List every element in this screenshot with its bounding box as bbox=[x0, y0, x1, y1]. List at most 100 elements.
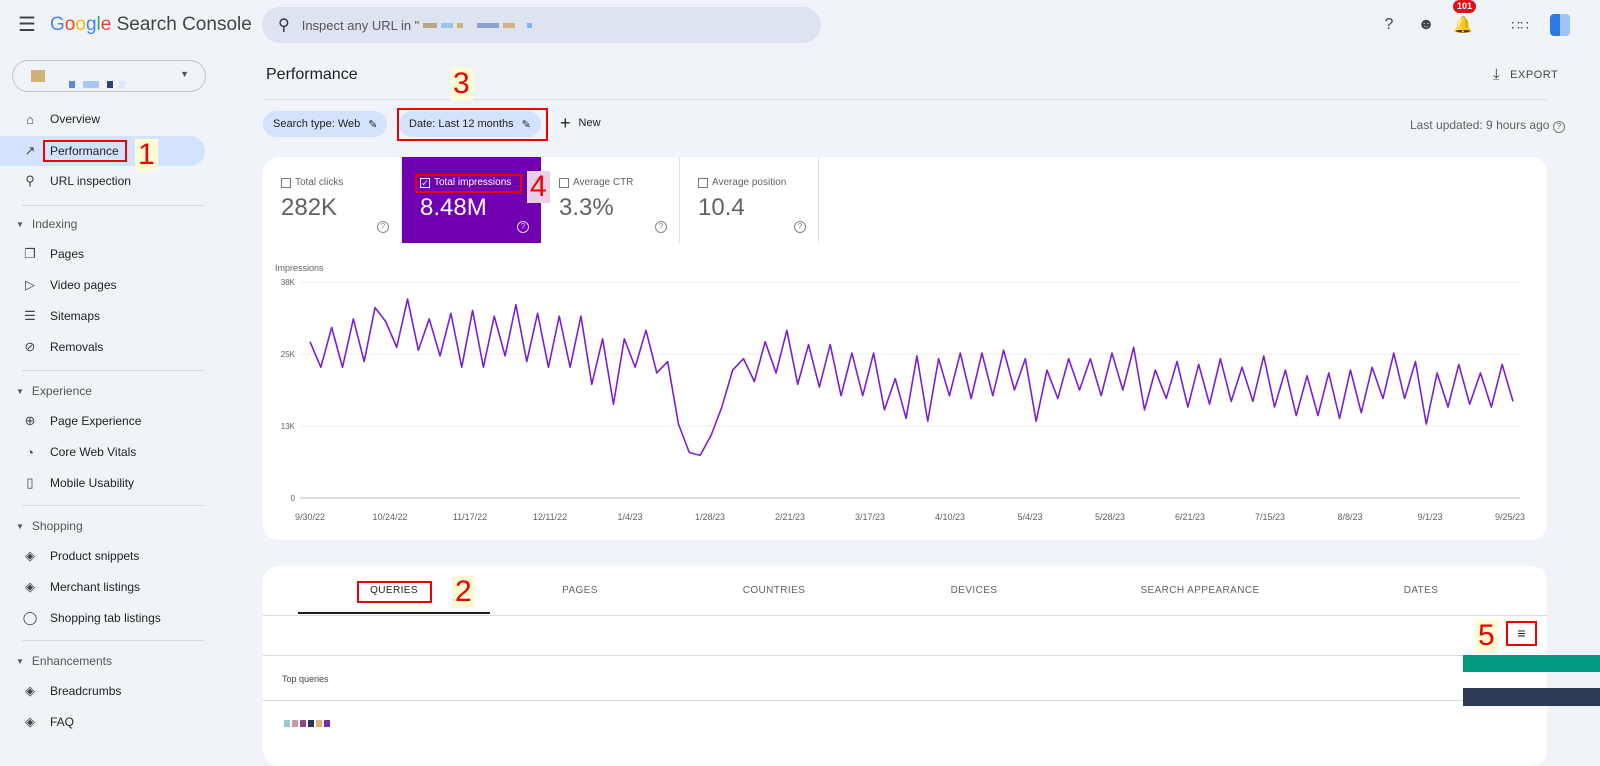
chevron-down-icon: ▼ bbox=[180, 69, 189, 79]
nav-label: Removals bbox=[50, 340, 104, 354]
tab-countries[interactable]: COUNTRIES bbox=[742, 585, 806, 596]
user-settings-icon[interactable]: ☻ bbox=[1417, 16, 1435, 33]
apps-grid-icon[interactable]: ∷∷ bbox=[1511, 17, 1529, 33]
x-tick-label: 9/25/23 bbox=[1495, 512, 1525, 522]
filter-rows-button[interactable]: ≡ bbox=[1506, 621, 1537, 646]
tab-queries[interactable]: QUERIES bbox=[370, 585, 418, 596]
table-row[interactable] bbox=[284, 714, 332, 732]
y-tick-label: 25K bbox=[281, 350, 296, 359]
x-tick-label: 1/28/23 bbox=[695, 512, 725, 522]
section-indexing[interactable]: ▼ Indexing bbox=[16, 217, 77, 231]
date-filter[interactable]: Date: Last 12 months ✎ bbox=[399, 111, 541, 137]
x-tick-label: 12/11/22 bbox=[533, 512, 567, 522]
sidebar-item-faq[interactable]: ◈ FAQ bbox=[0, 707, 205, 737]
x-tick-label: 4/10/23 bbox=[935, 512, 965, 522]
sidebar-item-core-web-vitals[interactable]: ◔ Core Web Vitals bbox=[0, 437, 205, 467]
sidebar-item-product-snippets[interactable]: ◈ Product snippets bbox=[0, 541, 205, 571]
sidebar-item-shopping-tab-listings[interactable]: ◯ Shopping tab listings bbox=[0, 603, 205, 633]
checkbox[interactable] bbox=[281, 177, 291, 188]
annotation-box-3 bbox=[397, 108, 548, 141]
metric-tile-total-impressions[interactable]: ✓ Total impressions 8.48M? bbox=[402, 157, 541, 243]
caret-down-icon: ▼ bbox=[16, 521, 24, 531]
plus-icon: + bbox=[560, 113, 571, 133]
x-tick-label: 3/17/23 bbox=[855, 512, 885, 522]
annotation-5: 5 bbox=[1475, 620, 1498, 652]
section-experience[interactable]: ▼ Experience bbox=[16, 384, 92, 398]
main-menu-icon[interactable]: ☰ bbox=[18, 14, 36, 36]
metric-label: Total clicks bbox=[281, 177, 343, 188]
url-inspect-search[interactable]: ⚲ Inspect any URL in " bbox=[262, 7, 821, 43]
sidebar-item-breadcrumbs[interactable]: ◈ Breadcrumbs bbox=[0, 676, 205, 706]
metric-tile-total-clicks[interactable]: Total clicks 282K? bbox=[263, 157, 402, 243]
export-button[interactable]: ⤓ EXPORT bbox=[1493, 66, 1558, 83]
caret-down-icon: ▼ bbox=[16, 386, 24, 396]
help-icon[interactable]: ? bbox=[655, 221, 667, 233]
impressions-chart[interactable]: Impressions 0 13K 25K 38K 9/30/22 10/24/22 11/1… bbox=[263, 255, 1547, 530]
tab-devices[interactable]: DEVICES bbox=[950, 585, 998, 596]
caret-down-icon: ▼ bbox=[16, 656, 24, 666]
help-icon[interactable]: ? bbox=[377, 221, 389, 233]
nav-label: Core Web Vitals bbox=[50, 445, 137, 459]
checkbox[interactable]: ✓ bbox=[420, 177, 430, 188]
search-icon: ⚲ bbox=[25, 173, 35, 188]
section-enhancements[interactable]: ▼ Enhancements bbox=[16, 654, 112, 668]
property-selector[interactable]: ▼ bbox=[12, 60, 206, 92]
section-shopping[interactable]: ▼ Shopping bbox=[16, 519, 83, 533]
sidebar-item-sitemaps[interactable]: ☰ Sitemaps bbox=[0, 301, 205, 331]
sidebar-item-url-inspection[interactable]: ⚲ URL inspection bbox=[0, 166, 205, 196]
metric-label-text: Total impressions bbox=[434, 177, 512, 188]
metric-tile-average-position[interactable]: Average position 10.4? bbox=[680, 157, 819, 243]
notification-badge: 101 bbox=[1453, 0, 1477, 13]
sidebar-item-merchant-listings[interactable]: ◈ Merchant listings bbox=[0, 572, 205, 602]
nav-label: URL inspection bbox=[50, 174, 131, 188]
divider bbox=[263, 99, 1547, 100]
page-title: Performance bbox=[266, 66, 358, 83]
section-label: Experience bbox=[31, 384, 92, 398]
divider bbox=[22, 370, 205, 371]
app-logo[interactable]: Google Search Console bbox=[50, 14, 252, 36]
new-filter-button[interactable]: + New bbox=[560, 113, 601, 133]
tab-dates[interactable]: DATES bbox=[1403, 585, 1439, 596]
help-icon[interactable]: ? bbox=[794, 221, 806, 233]
avatar[interactable] bbox=[1550, 14, 1570, 36]
nav-label: Product snippets bbox=[50, 549, 140, 563]
google-wordmark: Google bbox=[50, 14, 112, 35]
edit-icon: ✎ bbox=[368, 118, 378, 131]
filter-icon: ≡ bbox=[1517, 625, 1526, 641]
sidebar-item-page-experience[interactable]: ⊕ Page Experience bbox=[0, 406, 205, 436]
last-updated-text: Last updated: 9 hours ago bbox=[1410, 118, 1550, 132]
nav-label: Shopping tab listings bbox=[50, 611, 161, 625]
metric-label-text: Total clicks bbox=[295, 177, 344, 188]
divider bbox=[22, 205, 205, 206]
search-type-filter[interactable]: Search type: Web ✎ bbox=[263, 111, 388, 137]
x-tick-label: 5/28/23 bbox=[1095, 512, 1125, 522]
divider bbox=[263, 655, 1547, 656]
metric-label: ✓ Total impressions bbox=[420, 177, 511, 188]
metric-label-text: Average position bbox=[712, 177, 787, 188]
x-tick-label: 1/4/23 bbox=[617, 512, 642, 522]
checkbox[interactable] bbox=[559, 177, 569, 188]
sidebar-item-pages[interactable]: ❐ Pages bbox=[0, 239, 205, 269]
sidebar-item-removals[interactable]: ⊘ Removals bbox=[0, 332, 205, 362]
sidebar-item-overview[interactable]: ⌂ Overview bbox=[0, 104, 205, 134]
divider bbox=[22, 640, 205, 641]
tab-search-appearance[interactable]: SEARCH APPEARANCE bbox=[1140, 585, 1260, 596]
metric-tile-average-ctr[interactable]: Average CTR 3.3%? bbox=[541, 157, 680, 243]
sidebar-item-mobile-usability[interactable]: ▯ Mobile Usability bbox=[0, 468, 205, 498]
y-tick-label: 0 bbox=[291, 494, 296, 503]
nav-label: FAQ bbox=[50, 715, 75, 729]
sidebar-item-video-pages[interactable]: ▷ Video pages bbox=[0, 270, 205, 300]
divider bbox=[263, 615, 1547, 616]
nav-label: Page Experience bbox=[50, 414, 142, 428]
report-table-card bbox=[263, 566, 1547, 766]
help-icon[interactable]: ? bbox=[517, 221, 529, 233]
nav-label: Pages bbox=[50, 247, 85, 261]
checkbox[interactable] bbox=[698, 177, 708, 188]
annotation-2: 2 bbox=[452, 576, 475, 608]
help-icon[interactable]: ? bbox=[1552, 121, 1565, 133]
tab-pages[interactable]: PAGES bbox=[562, 585, 598, 596]
bell-icon[interactable]: 🔔 bbox=[1453, 17, 1473, 34]
section-label: Shopping bbox=[31, 519, 83, 533]
metric-label: Average CTR bbox=[559, 177, 633, 188]
help-icon[interactable]: ? bbox=[1384, 16, 1394, 33]
